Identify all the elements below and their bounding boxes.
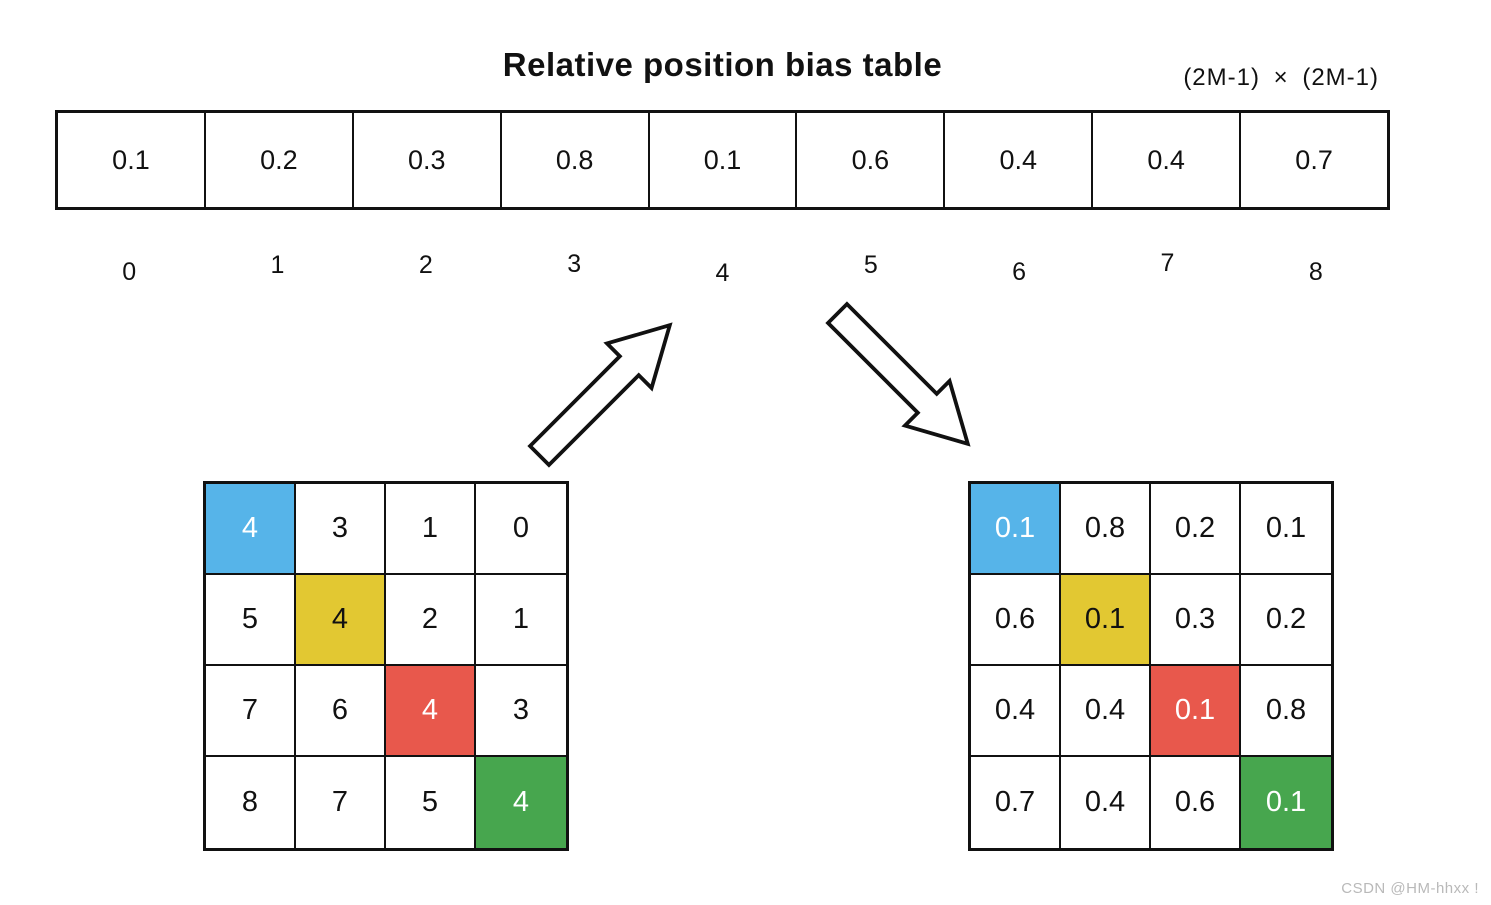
- bias-table-cell: 0.4: [1091, 113, 1239, 207]
- bias-table-index-label: 0: [122, 257, 137, 286]
- bias-table-cell: 0.1: [647, 113, 796, 207]
- bias-table-index-label: 6: [1012, 257, 1027, 286]
- matrix-cell: 4: [206, 484, 296, 575]
- matrix-cell: 0.2: [1151, 484, 1241, 575]
- bias-table-index-label: 5: [863, 250, 878, 279]
- table-dimensions-label: (2M-1) × (2M-1): [1183, 64, 1379, 91]
- matrix-cell: 0.7: [971, 757, 1061, 848]
- matrix-cell: 5: [206, 575, 296, 666]
- matrix-cell: 0.2: [1241, 575, 1331, 666]
- matrix-cell: 6: [296, 666, 386, 757]
- matrix-cell: 0: [476, 484, 566, 575]
- matrix-cell: 7: [206, 666, 296, 757]
- matrix-cell: 4: [476, 757, 566, 848]
- relative-position-bias-table: 0.1 0.2 0.3 0.8 0.1 0.6 0.4 0.4 0.7: [55, 110, 1390, 210]
- arrow-up-right-icon: [527, 322, 673, 468]
- matrix-cell: 7: [296, 757, 386, 848]
- bias-table-index-label: 2: [418, 250, 433, 279]
- matrix-cell: 0.1: [1151, 666, 1241, 757]
- matrix-cell: 0.1: [1061, 575, 1151, 666]
- matrix-cell: 0.4: [1061, 757, 1151, 848]
- matrix-cell: 0.4: [1061, 666, 1151, 757]
- matrix-cell: 0.3: [1151, 575, 1241, 666]
- bias-table-cell: 0.4: [943, 113, 1091, 207]
- matrix-cell: 0.8: [1241, 666, 1331, 757]
- matrix-cell: 0.1: [1241, 484, 1331, 575]
- arrow-down-right-icon: [825, 301, 971, 447]
- matrix-cell: 0.1: [971, 484, 1061, 575]
- matrix-cell: 4: [296, 575, 386, 666]
- matrix-cell: 0.1: [1241, 757, 1331, 848]
- bias-table-cell: 0.1: [112, 144, 150, 175]
- matrix-cell: 1: [476, 575, 566, 666]
- bias-table-index-label: 3: [567, 249, 582, 278]
- bias-table-cell: 0.7: [1239, 113, 1387, 207]
- bias-table-index-label: 7: [1160, 248, 1175, 277]
- bias-table-cell: 0.8: [499, 113, 648, 207]
- matrix-cell: 3: [476, 666, 566, 757]
- bias-table-index-label: 4: [715, 258, 730, 287]
- matrix-cell: 4: [386, 666, 476, 757]
- matrix-cell: 0.8: [1061, 484, 1151, 575]
- matrix-cell: 8: [206, 757, 296, 848]
- bias-table-cell: 0.6: [795, 113, 943, 207]
- watermark: CSDN @HM-hhxx !: [1341, 880, 1479, 897]
- matrix-cell: 2: [386, 575, 476, 666]
- matrix-cell: 0.4: [971, 666, 1061, 757]
- bias-table-index-label: 8: [1308, 257, 1323, 286]
- matrix-cell: 0.6: [971, 575, 1061, 666]
- matrix-cell: 0.6: [1151, 757, 1241, 848]
- bias-table-cell: 0.2: [203, 113, 352, 207]
- bias-table-index-label: 1: [270, 250, 285, 279]
- matrix-cell: 1: [386, 484, 476, 575]
- relative-position-bias-matrix: 0.1 0.8 0.2 0.1 0.6 0.1 0.3 0.2 0.4 0.4 0.1 0.8 0.7 0…: [968, 481, 1334, 851]
- bias-table-index-labels: 0 1 2 3 4 5 6 7 8: [55, 245, 1390, 289]
- matrix-cell: 3: [296, 484, 386, 575]
- matrix-cell: 5: [386, 757, 476, 848]
- bias-table-cell: 0.3: [351, 113, 500, 207]
- page-title: Relative position bias table: [502, 46, 943, 83]
